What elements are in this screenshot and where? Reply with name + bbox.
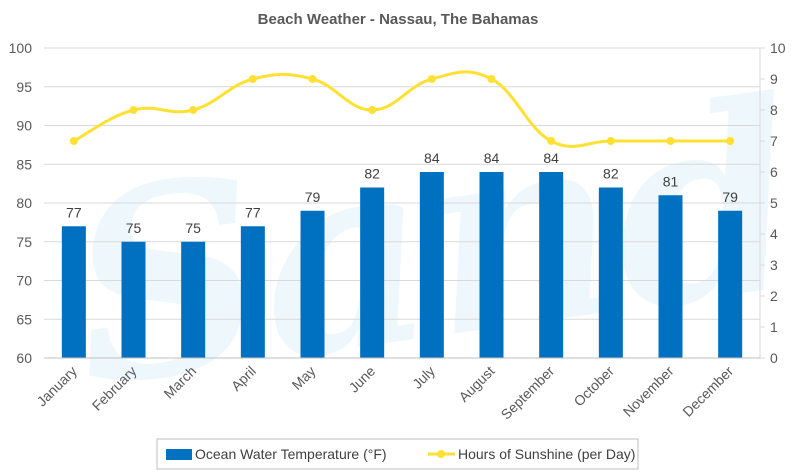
bar-data-label: 79 [722,189,738,205]
left-axis-tick-label: 75 [16,234,32,250]
right-axis-tick-label: 10 [770,40,786,56]
bar-data-label: 84 [424,150,440,166]
sunshine-point [487,75,496,83]
right-axis-tick-label: 7 [770,133,778,149]
legend: Ocean Water Temperature (°F) Hours of Su… [156,438,639,470]
sunshine-point [248,75,257,83]
bar-data-label: 75 [185,220,201,236]
bar [300,210,325,358]
bar-data-label: 77 [66,204,82,220]
right-axis-tick-label: 3 [770,257,778,273]
bar [658,195,683,358]
right-axis-tick-label: 1 [770,319,778,335]
bar [181,241,206,358]
sunshine-point [368,106,377,114]
left-axis-tick-label: 100 [9,40,33,56]
sunshine-point [666,137,675,145]
x-axis-tick-label: January [33,363,80,410]
right-axis-tick-label: 8 [770,102,778,118]
bar [479,172,504,358]
line-series [69,70,735,149]
bar-data-label: 75 [126,220,142,236]
sunshine-point [308,75,317,83]
sunshine-point [129,106,138,114]
right-axis-tick-label: 0 [770,350,778,366]
legend-bar-swatch [166,449,192,460]
legend-bar-label: Ocean Water Temperature (°F) [195,446,387,462]
bar-data-label: 79 [305,189,321,205]
left-axis: 60 65 70 75 80 85 90 95 100 [9,40,33,366]
chart-title: Beach Weather - Nassau, The Bahamas [258,11,539,28]
legend-box [156,438,639,470]
right-axis-tick-label: 2 [770,288,778,304]
left-axis-tick-label: 65 [16,311,32,327]
bar [718,210,743,358]
sunshine-point [726,137,735,145]
sunshine-point [189,106,198,114]
right-axis-tick-label: 9 [770,71,778,87]
right-axis: 0 1 2 3 4 5 6 7 8 9 10 [759,40,786,366]
left-axis-tick-label: 90 [16,118,32,134]
bar-data-label: 81 [663,173,679,189]
bar-data-label: 84 [484,150,500,166]
bar-data-label: 77 [245,204,261,220]
bar-data-label: 82 [364,166,380,182]
sunshine-point [69,137,78,145]
bar [240,226,265,358]
sunshine-point [606,137,615,145]
bar-data-label: 82 [603,166,619,182]
bar [121,241,146,358]
bar [539,172,564,358]
left-axis-tick-label: 95 [16,79,32,95]
bar [419,172,444,358]
bar [598,187,623,358]
bar [61,226,86,358]
left-axis-tick-label: 70 [16,273,32,289]
bar [360,187,385,358]
bar-series [61,172,743,358]
legend-line-label: Hours of Sunshine (per Day) [458,446,635,462]
right-axis-tick-label: 6 [770,164,778,180]
x-axis-tick-label: December [679,363,736,420]
right-axis-tick-label: 5 [770,195,778,211]
sunshine-point [547,137,556,145]
left-axis-tick-label: 85 [16,156,32,172]
bar-data-label: 84 [543,150,559,166]
sunshine-point [427,75,436,83]
left-axis-tick-label: 60 [16,350,32,366]
left-axis-tick-label: 80 [16,195,32,211]
right-axis-tick-label: 4 [770,226,778,242]
bar-data-labels: 77 75 75 77 79 82 84 84 84 82 81 79 [66,150,738,236]
legend-line-marker [437,450,445,458]
